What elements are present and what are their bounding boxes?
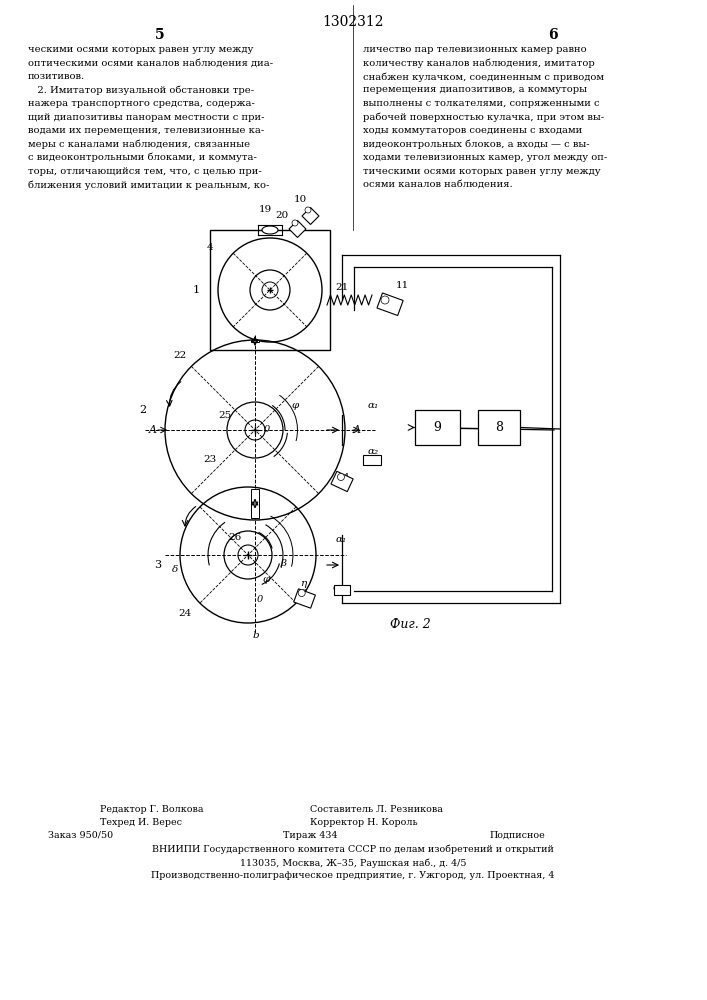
Circle shape bbox=[305, 207, 311, 213]
Text: Составитель Л. Резникова: Составитель Л. Резникова bbox=[310, 805, 443, 814]
Text: 5: 5 bbox=[368, 456, 375, 464]
Text: η: η bbox=[300, 578, 306, 587]
Text: δ: δ bbox=[172, 566, 178, 574]
Text: 5: 5 bbox=[156, 28, 165, 42]
Bar bbox=[251, 340, 259, 342]
Text: 9: 9 bbox=[433, 421, 441, 434]
Text: φ: φ bbox=[291, 400, 298, 410]
Text: тическими осями которых равен углу между: тическими осями которых равен углу между bbox=[363, 166, 601, 176]
Bar bbox=[377, 293, 403, 316]
Bar bbox=[289, 221, 306, 237]
Text: A: A bbox=[353, 425, 361, 435]
Text: α₂: α₂ bbox=[368, 448, 378, 456]
Text: позитивов.: позитивов. bbox=[28, 72, 85, 81]
Text: 1: 1 bbox=[192, 285, 199, 295]
Text: нажера транспортного средства, содержа-: нажера транспортного средства, содержа- bbox=[28, 99, 255, 108]
Text: α₁: α₁ bbox=[368, 400, 378, 410]
Bar bbox=[478, 410, 520, 445]
Text: Подписное: Подписное bbox=[490, 831, 546, 840]
Text: осями каналов наблюдения.: осями каналов наблюдения. bbox=[363, 180, 513, 189]
Text: 22: 22 bbox=[173, 351, 187, 360]
Text: меры с каналами наблюдения, связанные: меры с каналами наблюдения, связанные bbox=[28, 139, 250, 149]
Text: 21: 21 bbox=[335, 284, 349, 292]
Circle shape bbox=[298, 590, 305, 597]
Bar bbox=[302, 208, 319, 224]
Text: оптическими осями каналов наблюдения диа-: оптическими осями каналов наблюдения диа… bbox=[28, 58, 273, 68]
Text: 11: 11 bbox=[395, 280, 409, 290]
Text: β: β bbox=[280, 558, 286, 568]
Text: 19: 19 bbox=[258, 206, 271, 215]
Text: 4: 4 bbox=[343, 473, 349, 482]
Text: 10: 10 bbox=[293, 196, 307, 205]
Text: 6: 6 bbox=[548, 28, 558, 42]
Text: Редактор Г. Волкова: Редактор Г. Волкова bbox=[100, 805, 204, 814]
Circle shape bbox=[337, 474, 344, 481]
Text: ВНИИПИ Государственного комитета СССР по делам изобретений и открытий: ВНИИПИ Государственного комитета СССР по… bbox=[152, 845, 554, 854]
Text: Техред И. Верес: Техред И. Верес bbox=[100, 818, 182, 827]
Text: b: b bbox=[252, 631, 259, 640]
Text: ближения условий имитации к реальным, ко-: ближения условий имитации к реальным, ко… bbox=[28, 180, 269, 190]
Text: ходы коммутаторов соединены с входами: ходы коммутаторов соединены с входами bbox=[363, 126, 583, 135]
Text: снабжен кулачком, соединенным с приводом: снабжен кулачком, соединенным с приводом bbox=[363, 72, 604, 82]
Bar bbox=[210, 230, 330, 350]
Text: 2. Имитатор визуальной обстановки тре-: 2. Имитатор визуальной обстановки тре- bbox=[28, 86, 254, 95]
Text: 23: 23 bbox=[204, 456, 216, 464]
Text: 25: 25 bbox=[218, 410, 232, 420]
Text: 20: 20 bbox=[275, 212, 288, 221]
Text: Фиг. 2: Фиг. 2 bbox=[390, 618, 431, 632]
Text: 26: 26 bbox=[228, 534, 242, 542]
Text: 0: 0 bbox=[257, 595, 263, 604]
Circle shape bbox=[292, 220, 298, 226]
Ellipse shape bbox=[262, 226, 278, 234]
Text: рабочей поверхностью кулачка, при этом вы-: рабочей поверхностью кулачка, при этом в… bbox=[363, 112, 604, 122]
Bar bbox=[251, 489, 259, 518]
Text: 24: 24 bbox=[178, 608, 192, 617]
Text: ческими осями которых равен углу между: ческими осями которых равен углу между bbox=[28, 45, 253, 54]
Text: 7: 7 bbox=[339, 585, 345, 594]
Text: ходами телевизионных камер, угол между оп-: ходами телевизионных камер, угол между о… bbox=[363, 153, 607, 162]
Text: перемещения диапозитивов, а коммуторы: перемещения диапозитивов, а коммуторы bbox=[363, 86, 587, 95]
Text: Тираж 434: Тираж 434 bbox=[283, 831, 337, 840]
Text: Производственно-полиграфическое предприятие, г. Ужгород, ул. Проектная, 4: Производственно-полиграфическое предприя… bbox=[151, 871, 555, 880]
Text: видеоконтрольных блоков, а входы — с вы-: видеоконтрольных блоков, а входы — с вы- bbox=[363, 139, 590, 149]
Text: 8: 8 bbox=[495, 421, 503, 434]
Text: α₁: α₁ bbox=[335, 536, 346, 544]
Text: α₂: α₂ bbox=[332, 582, 344, 591]
Text: Корректор Н. Король: Корректор Н. Король bbox=[310, 818, 418, 827]
Bar bbox=[363, 455, 381, 465]
Text: выполнены с толкателями, сопряженными с: выполнены с толкателями, сопряженными с bbox=[363, 99, 600, 108]
Bar bbox=[293, 589, 315, 608]
Text: торы, отличающийся тем, что, с целью при-: торы, отличающийся тем, что, с целью при… bbox=[28, 166, 262, 176]
Text: 6: 6 bbox=[300, 589, 307, 598]
Text: щий диапозитивы панорам местности с при-: щий диапозитивы панорам местности с при- bbox=[28, 112, 264, 121]
Text: 113035, Москва, Ж–35, Раушская наб., д. 4/5: 113035, Москва, Ж–35, Раушская наб., д. … bbox=[240, 858, 466, 867]
Circle shape bbox=[381, 296, 389, 304]
Text: количеству каналов наблюдения, имитатор: количеству каналов наблюдения, имитатор bbox=[363, 58, 595, 68]
Text: 3: 3 bbox=[154, 560, 162, 570]
Bar bbox=[415, 410, 460, 445]
Text: личество пар телевизионных камер равно: личество пар телевизионных камер равно bbox=[363, 45, 587, 54]
Text: с видеоконтрольными блоками, и коммута-: с видеоконтрольными блоками, и коммута- bbox=[28, 153, 257, 162]
Text: 2: 2 bbox=[139, 405, 146, 415]
Text: φ: φ bbox=[262, 576, 269, 584]
Text: Заказ 950/50: Заказ 950/50 bbox=[48, 831, 113, 840]
Text: 4: 4 bbox=[206, 243, 214, 252]
Bar bbox=[334, 585, 350, 595]
Bar bbox=[331, 471, 354, 492]
Text: 0: 0 bbox=[264, 426, 270, 434]
Text: 1302312: 1302312 bbox=[322, 15, 384, 29]
Text: A: A bbox=[149, 425, 157, 435]
Text: водами их перемещения, телевизионные ка-: водами их перемещения, телевизионные ка- bbox=[28, 126, 264, 135]
